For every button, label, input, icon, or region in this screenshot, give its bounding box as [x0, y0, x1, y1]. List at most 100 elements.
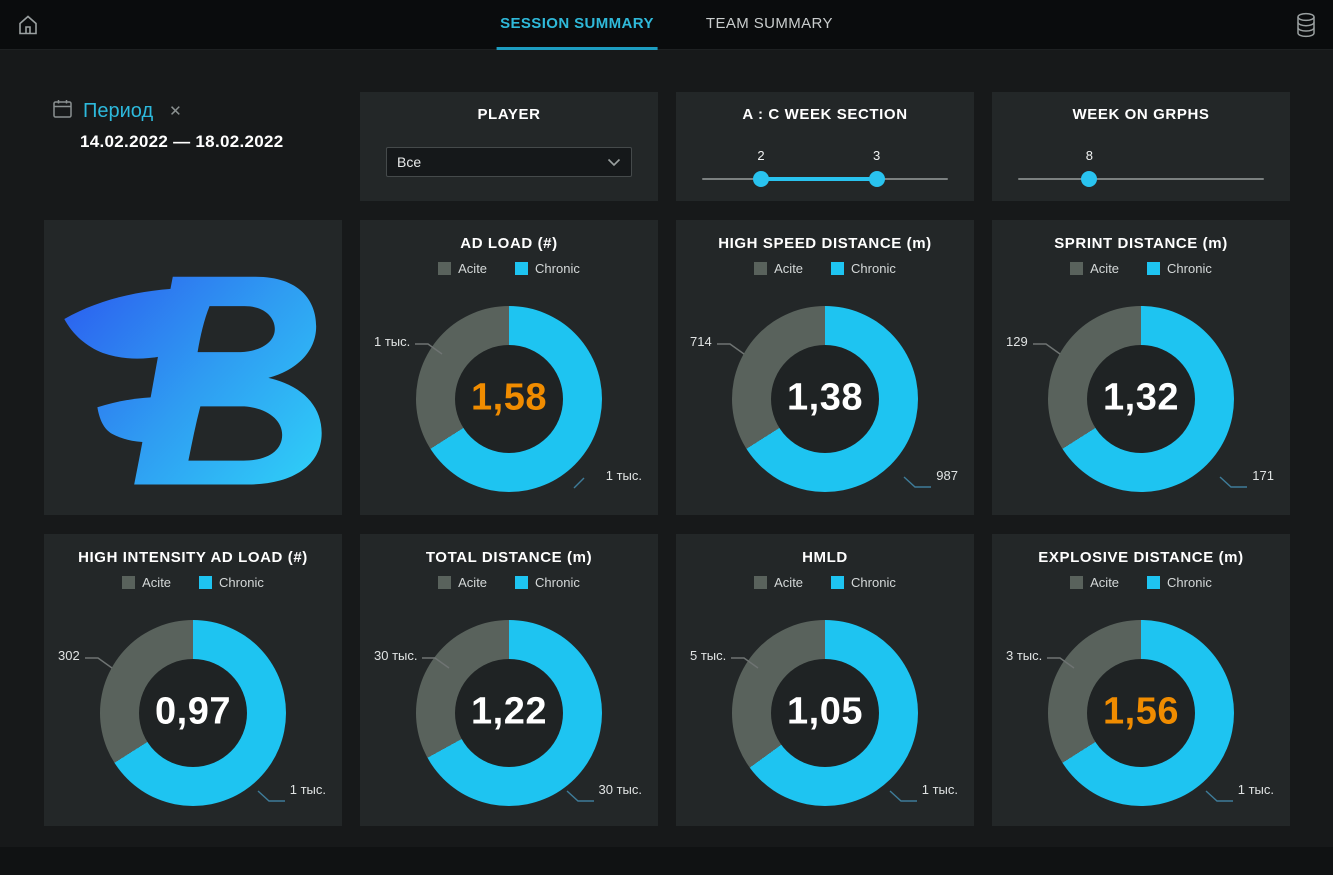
chart-title: HIGH SPEED DISTANCE (m) — [718, 235, 932, 252]
donut-center-value: 1,05 — [787, 690, 863, 733]
acute-value-callout: 129 — [1006, 334, 1062, 357]
chart-legend: Acite Chronic — [360, 261, 658, 276]
acute-swatch — [438, 262, 452, 275]
range-slider-min-value: 2 — [757, 148, 765, 163]
acute-value-callout: 1 тыс. — [374, 334, 444, 357]
acute-value-callout: 3 тыс. — [1006, 648, 1076, 671]
clear-period-icon[interactable]: ✕ — [169, 103, 182, 120]
footer-strip — [0, 847, 1333, 875]
chart-legend: Acite Chronic — [676, 575, 974, 590]
acute-value-callout: 302 — [58, 648, 114, 671]
chronic-swatch — [831, 576, 845, 589]
period-date-range: 14.02.2022 — 18.02.2022 — [80, 132, 284, 151]
donut-chart[interactable]: 1,56 — [1048, 620, 1234, 806]
acute-swatch — [122, 576, 136, 589]
week-on-graphs-panel: WEEK ON GRPHS 8 — [992, 92, 1290, 201]
chart-panel-ad-load: AD LOAD (#) Acite Chronic 1,58 1 тыс. 1 … — [360, 220, 658, 515]
chronic-legend-label: Chronic — [851, 261, 896, 276]
donut-center-value: 1,56 — [1103, 690, 1179, 733]
chevron-down-icon — [607, 158, 621, 167]
chart-title: HMLD — [802, 549, 848, 566]
chronic-value-callout: 30 тыс. — [565, 782, 642, 805]
acute-legend-label: Acite — [1090, 261, 1120, 276]
acute-legend-label: Acite — [774, 261, 804, 276]
acute-swatch — [1070, 576, 1084, 589]
chronic-legend-label: Chronic — [535, 261, 580, 276]
acute-swatch — [438, 576, 452, 589]
chronic-value-callout: 1 тыс. — [1204, 782, 1274, 805]
player-select-value: Все — [397, 154, 422, 170]
acute-swatch — [754, 262, 768, 275]
acute-legend-label: Acite — [458, 575, 488, 590]
player-select[interactable]: Все — [386, 147, 632, 177]
tab-session-summary[interactable]: SESSION SUMMARY — [496, 0, 658, 50]
acute-value-callout: 30 тыс. — [374, 648, 451, 671]
donut-center-value: 1,32 — [1103, 376, 1179, 419]
week-on-graphs-slider[interactable]: 8 — [1018, 148, 1264, 187]
chronic-legend-label: Chronic — [851, 575, 896, 590]
acute-swatch — [754, 576, 768, 589]
chart-panel-hmld: HMLD Acite Chronic 1,05 5 тыс. 1 тыс. — [676, 534, 974, 826]
donut-chart[interactable]: 1,05 — [732, 620, 918, 806]
calendar-icon — [52, 98, 73, 124]
database-icon[interactable] — [1295, 12, 1317, 38]
chronic-value-callout: 1 тыс. — [256, 782, 326, 805]
donut-center-value: 1,58 — [471, 376, 547, 419]
player-filter-panel: PLAYER Все — [360, 92, 658, 201]
chart-panel-explosive-distance: EXPLOSIVE DISTANCE (m) Acite Chronic 1,5… — [992, 534, 1290, 826]
donut-chart[interactable]: 1,38 — [732, 306, 918, 492]
ac-week-section-panel: A : C WEEK SECTION 2 3 — [676, 92, 974, 201]
chart-title: TOTAL DISTANCE (m) — [425, 549, 593, 566]
week-slider-value: 8 — [1085, 148, 1093, 163]
chart-title: AD LOAD (#) — [460, 235, 558, 252]
chart-title: SPRINT DISTANCE (m) — [1054, 235, 1228, 252]
acute-legend-label: Acite — [142, 575, 172, 590]
ac-week-section-title: A : C WEEK SECTION — [742, 106, 908, 123]
acute-legend-label: Acite — [458, 261, 488, 276]
chronic-legend-label: Chronic — [1167, 575, 1212, 590]
chart-panel-total-distance: TOTAL DISTANCE (m) Acite Chronic 1,22 30… — [360, 534, 658, 826]
chart-legend: Acite Chronic — [360, 575, 658, 590]
home-icon[interactable] — [16, 13, 40, 37]
chart-title: HIGH INTENSITY AD LOAD (#) — [78, 549, 308, 566]
chronic-legend-label: Chronic — [535, 575, 580, 590]
donut-chart[interactable]: 1,58 — [416, 306, 602, 492]
donut-center-value: 1,38 — [787, 376, 863, 419]
week-on-graphs-title: WEEK ON GRPHS — [1072, 106, 1210, 123]
chronic-swatch — [831, 262, 845, 275]
chronic-value-callout: 987 — [902, 468, 958, 491]
top-bar: SESSION SUMMARY TEAM SUMMARY — [0, 0, 1333, 50]
acute-legend-label: Acite — [1090, 575, 1120, 590]
range-slider-min-handle[interactable] — [753, 171, 770, 187]
ac-week-range-slider[interactable]: 2 3 — [702, 148, 948, 187]
donut-center-value: 1,22 — [471, 690, 547, 733]
club-logo-panel — [44, 220, 342, 515]
chronic-value-callout: 1 тыс. — [572, 468, 642, 491]
range-slider-fill — [761, 177, 877, 181]
chronic-value-callout: 1 тыс. — [888, 782, 958, 805]
acute-legend-label: Acite — [774, 575, 804, 590]
chronic-swatch — [1147, 576, 1161, 589]
player-panel-title: PLAYER — [477, 106, 541, 123]
chart-legend: Acite Chronic — [44, 575, 342, 590]
chart-legend: Acite Chronic — [992, 575, 1290, 590]
range-slider-max-handle[interactable] — [868, 171, 885, 187]
chronic-legend-label: Chronic — [219, 575, 264, 590]
acute-value-callout: 5 тыс. — [690, 648, 760, 671]
period-label: Период — [83, 99, 154, 122]
chronic-swatch — [515, 262, 529, 275]
chart-legend: Acite Chronic — [676, 261, 974, 276]
donut-chart[interactable]: 0,97 — [100, 620, 286, 806]
club-logo — [55, 240, 331, 495]
chronic-swatch — [199, 576, 213, 589]
range-slider-max-value: 3 — [873, 148, 881, 163]
chart-panel-high-speed-distance: HIGH SPEED DISTANCE (m) Acite Chronic 1,… — [676, 220, 974, 515]
acute-value-callout: 714 — [690, 334, 746, 357]
tab-team-summary[interactable]: TEAM SUMMARY — [705, 14, 833, 32]
donut-chart[interactable]: 1,22 — [416, 620, 602, 806]
donut-chart[interactable]: 1,32 — [1048, 306, 1234, 492]
acute-swatch — [1070, 262, 1084, 275]
week-slider-handle[interactable] — [1081, 171, 1098, 187]
chart-legend: Acite Chronic — [992, 261, 1290, 276]
chronic-value-callout: 171 — [1218, 468, 1274, 491]
